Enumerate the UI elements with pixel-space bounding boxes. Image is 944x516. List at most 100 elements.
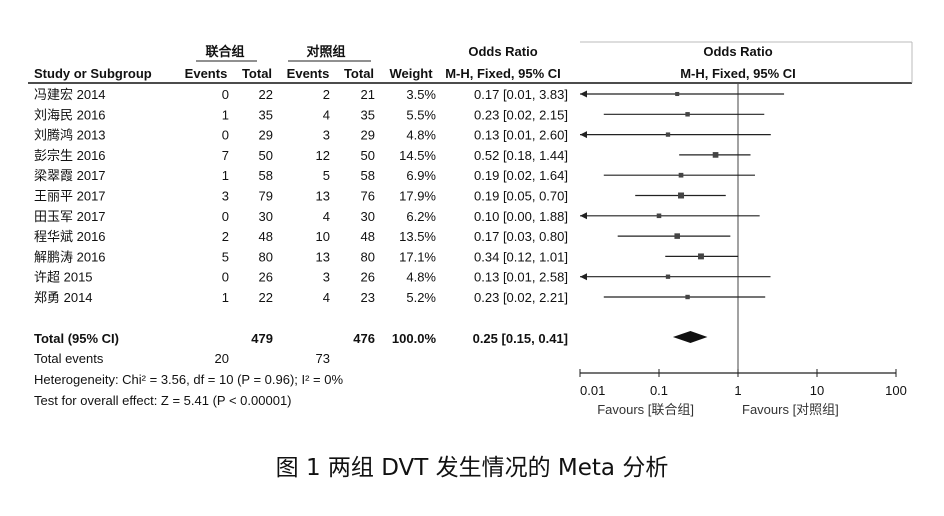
x-tick-label: 10 xyxy=(810,383,824,398)
events1-cell: 0 xyxy=(222,87,229,102)
events2-cell: 4 xyxy=(323,209,330,224)
overall-effect-text: Test for overall effect: Z = 5.41 (P < 0… xyxy=(34,393,292,408)
point-estimate-square xyxy=(665,132,671,137)
total2-cell: 35 xyxy=(361,107,375,122)
events2-cell: 10 xyxy=(316,229,330,244)
x-tick-label: 100 xyxy=(885,383,907,398)
point-estimate-square xyxy=(665,274,671,279)
total2-cell: 30 xyxy=(361,209,375,224)
ci-text-cell: 0.13 [0.01, 2.60] xyxy=(474,128,568,143)
total1-cell: 26 xyxy=(259,270,273,285)
total-ci-text: 0.25 [0.15, 0.41] xyxy=(473,331,568,346)
weight-cell: 6.9% xyxy=(406,168,436,183)
weight-cell: 5.5% xyxy=(406,107,436,122)
study-header: Study or Subgroup xyxy=(34,66,152,81)
total2-header: Total xyxy=(344,66,374,81)
total1-cell: 48 xyxy=(259,229,273,244)
odds-ratio-header: Odds Ratio xyxy=(468,44,537,59)
ci-text-cell: 0.19 [0.05, 0.70] xyxy=(474,189,568,204)
events1-cell: 1 xyxy=(222,290,229,305)
x-tick-label: 1 xyxy=(734,383,741,398)
events1-cell: 3 xyxy=(222,189,229,204)
total2-cell: 23 xyxy=(361,290,375,305)
events2-cell: 5 xyxy=(323,168,330,183)
total-events-e1: 20 xyxy=(215,351,229,366)
weight-cell: 6.2% xyxy=(406,209,436,224)
study-name: 程华斌 2016 xyxy=(34,229,106,244)
group1-header: 联合组 xyxy=(205,44,244,59)
ci-text-cell: 0.19 [0.02, 1.64] xyxy=(474,168,568,183)
study-name: 许超 2015 xyxy=(34,270,93,285)
favours-right-label: Favours [对照组] xyxy=(742,402,839,417)
point-estimate-square xyxy=(678,192,685,199)
events2-cell: 3 xyxy=(323,128,330,143)
forest-plot-figure: 联合组 对照组 Odds Ratio Odds Ratio Study or S… xyxy=(28,41,913,417)
study-name: 解鹏涛 2016 xyxy=(34,249,106,264)
events1-cell: 5 xyxy=(222,249,229,264)
study-name: 郑勇 2014 xyxy=(34,290,93,305)
or-method-header: M-H, Fixed, 95% CI xyxy=(445,66,561,81)
ci-text-cell: 0.23 [0.02, 2.21] xyxy=(474,290,568,305)
total2-cell: 21 xyxy=(361,87,375,102)
total-label: Total (95% CI) xyxy=(34,331,119,346)
total1-cell: 22 xyxy=(259,290,273,305)
weight-cell: 13.5% xyxy=(399,229,436,244)
total1-cell: 30 xyxy=(259,209,273,224)
total1-cell: 58 xyxy=(259,168,273,183)
figure-caption: 图 1 两组 DVT 发生情况的 Meta 分析 xyxy=(275,455,669,481)
events1-cell: 1 xyxy=(222,168,229,183)
total1-cell: 50 xyxy=(259,148,273,163)
events2-cell: 13 xyxy=(316,249,330,264)
point-estimate-square xyxy=(678,172,684,178)
events1-cell: 1 xyxy=(222,107,229,122)
study-name: 彭宗生 2016 xyxy=(34,148,106,163)
weight-header: Weight xyxy=(389,66,433,81)
total2-cell: 48 xyxy=(361,229,375,244)
plot-title: Odds Ratio xyxy=(703,44,772,59)
study-name: 冯建宏 2014 xyxy=(34,87,106,102)
ci-arrow xyxy=(580,273,587,281)
x-tick-label: 0.1 xyxy=(650,383,668,398)
favours-left-label: Favours [联合组] xyxy=(597,402,694,417)
point-estimate-square xyxy=(675,91,680,97)
x-tick-label: 0.01 xyxy=(580,383,605,398)
study-name: 王丽平 2017 xyxy=(34,189,106,204)
events2-cell: 2 xyxy=(323,87,330,102)
point-estimate-square xyxy=(685,112,690,117)
point-estimate-square xyxy=(698,253,704,260)
events2-cell: 3 xyxy=(323,270,330,285)
total2-cell: 50 xyxy=(361,148,375,163)
weight-cell: 17.1% xyxy=(399,249,436,264)
weight-cell: 5.2% xyxy=(406,290,436,305)
total-events-e2: 73 xyxy=(316,351,330,366)
ci-text-cell: 0.52 [0.18, 1.44] xyxy=(474,148,568,163)
events1-cell: 0 xyxy=(222,270,229,285)
events2-header: Events xyxy=(287,66,330,81)
study-name: 刘海民 2016 xyxy=(34,107,106,122)
total-n1: 479 xyxy=(251,331,273,346)
total-weight: 100.0% xyxy=(392,331,437,346)
ci-text-cell: 0.17 [0.03, 0.80] xyxy=(474,229,568,244)
total2-cell: 76 xyxy=(361,189,375,204)
study-name: 梁翠霞 2017 xyxy=(34,168,106,183)
study-rows: 冯建宏 2014 0 22 2 21 3.5% 0.17 [0.01, 3.83]刘海民 2… xyxy=(34,87,568,305)
events1-cell: 2 xyxy=(222,229,229,244)
heterogeneity-text: Heterogeneity: Chi² = 3.56, df = 10 (P =… xyxy=(34,372,343,387)
total1-cell: 79 xyxy=(259,189,273,204)
events2-cell: 4 xyxy=(323,107,330,122)
point-estimate-square xyxy=(685,294,690,300)
total1-cell: 35 xyxy=(259,107,273,122)
forest-plot-area: 0.01 0.1 1 10 100 xyxy=(579,41,913,398)
events1-cell: 7 xyxy=(222,148,229,163)
study-name: 刘腾鸿 2013 xyxy=(34,128,106,143)
events1-cell: 0 xyxy=(222,128,229,143)
ci-text-cell: 0.13 [0.01, 2.58] xyxy=(474,270,568,285)
point-estimate-square xyxy=(656,213,662,219)
events1-cell: 0 xyxy=(222,209,229,224)
ci-arrow xyxy=(580,131,587,139)
point-estimate-square xyxy=(674,233,680,239)
events2-cell: 4 xyxy=(323,290,330,305)
ci-arrow xyxy=(580,90,587,98)
events1-header: Events xyxy=(185,66,228,81)
plot-method-header: M-H, Fixed, 95% CI xyxy=(680,66,796,81)
